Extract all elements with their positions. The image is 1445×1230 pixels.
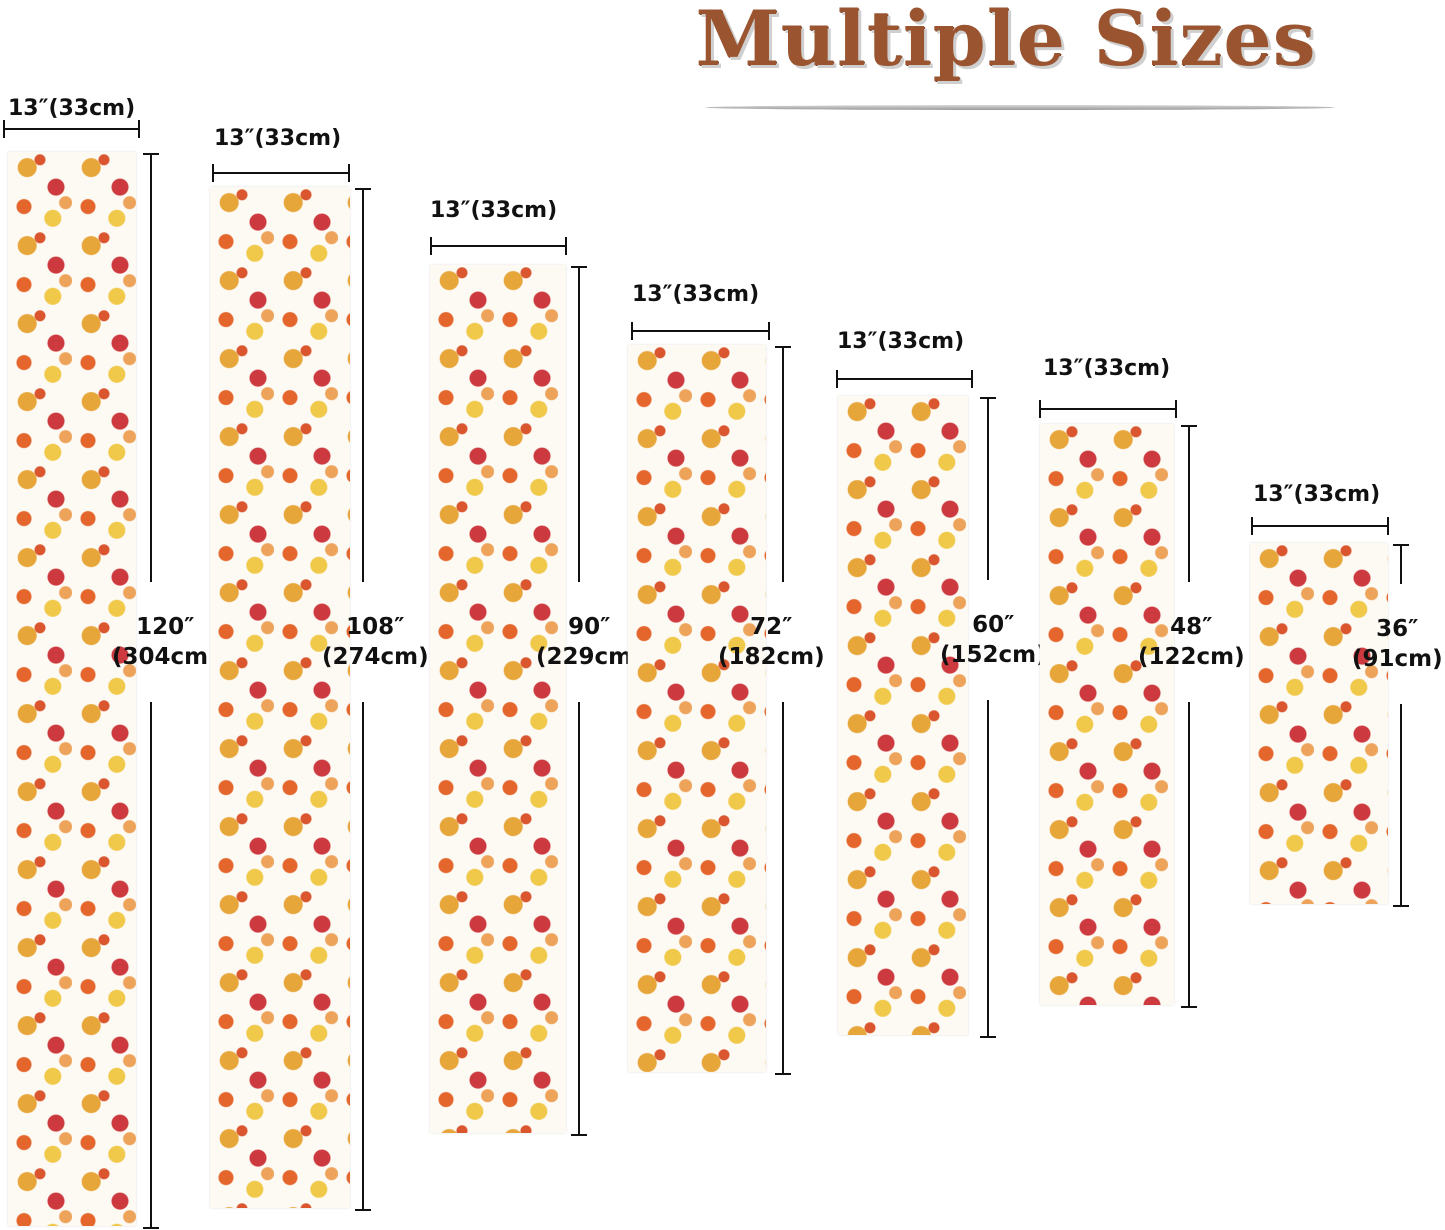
length-line-cap	[571, 1134, 587, 1136]
length-line-cap	[1393, 544, 1409, 546]
width-dimension-line	[3, 120, 140, 138]
length-line-cap	[1181, 425, 1197, 427]
length-line-cap	[355, 188, 371, 190]
length-cm: (152cm)	[940, 642, 1047, 668]
length-label: 72″ (182cm)	[718, 612, 825, 672]
width-dimension-line	[836, 370, 973, 388]
table-runner-image	[8, 152, 136, 1226]
page-title: Multiple Sizes	[695, 0, 1317, 83]
length-line-cap	[775, 346, 791, 348]
length-line-cap	[1181, 1006, 1197, 1008]
length-inches: 108″	[346, 614, 405, 640]
length-dimension-line	[1400, 544, 1402, 584]
width-label: 13″(33cm)	[214, 126, 342, 151]
length-inches: 72″	[750, 614, 793, 640]
width-label: 13″(33cm)	[430, 198, 558, 223]
width-dimension-line	[212, 164, 350, 182]
length-cm: (122cm)	[1138, 644, 1245, 670]
length-dimension-line	[578, 266, 580, 582]
length-dimension-line	[362, 188, 364, 582]
table-runner-image	[1040, 424, 1174, 1005]
length-label: 60″ (152cm)	[940, 610, 1047, 670]
length-line-cap	[355, 1209, 371, 1211]
length-dimension-line	[782, 346, 784, 582]
length-dimension-line	[362, 702, 364, 1209]
length-dimension-line	[1188, 425, 1190, 582]
length-line-cap	[143, 1227, 159, 1229]
length-dimension-line	[1400, 704, 1402, 905]
length-inches: 48″	[1170, 614, 1213, 640]
length-cm: (304cm)	[112, 644, 219, 670]
length-dimension-line	[782, 702, 784, 1073]
width-dimension-line	[1039, 400, 1177, 418]
length-inches: 120″	[136, 614, 195, 640]
table-runner-image	[838, 396, 968, 1035]
width-label: 13″(33cm)	[837, 329, 965, 354]
length-dimension-line	[1188, 702, 1190, 1006]
length-line-cap	[1393, 905, 1409, 907]
length-line-cap	[571, 266, 587, 268]
length-dimension-line	[987, 700, 989, 1036]
table-runner-image	[628, 345, 766, 1072]
length-line-cap	[980, 397, 996, 399]
table-runner-image	[430, 265, 566, 1133]
length-cm: (274cm)	[322, 644, 429, 670]
width-label: 13″(33cm)	[1253, 482, 1381, 507]
length-cm: (91cm)	[1352, 646, 1443, 672]
length-inches: 90″	[568, 614, 611, 640]
title-underline	[705, 105, 1335, 110]
table-runner-image	[210, 187, 350, 1208]
length-line-cap	[980, 1036, 996, 1038]
length-label: 48″ (122cm)	[1138, 612, 1245, 672]
length-dimension-line	[150, 153, 152, 582]
length-dimension-line	[987, 397, 989, 580]
length-label: 108″ (274cm)	[322, 612, 429, 672]
width-dimension-line	[1251, 517, 1389, 535]
length-line-cap	[775, 1073, 791, 1075]
length-cm: (229cm)	[536, 644, 643, 670]
width-label: 13″(33cm)	[8, 96, 136, 121]
length-inches: 60″	[972, 612, 1015, 638]
width-label: 13″(33cm)	[1043, 356, 1171, 381]
width-dimension-line	[430, 237, 567, 255]
width-dimension-line	[631, 322, 770, 340]
table-runner-image	[1250, 543, 1388, 904]
length-dimension-line	[150, 702, 152, 1227]
width-label: 13″(33cm)	[632, 282, 760, 307]
length-inches: 36″	[1376, 616, 1419, 642]
length-line-cap	[143, 153, 159, 155]
length-cm: (182cm)	[718, 644, 825, 670]
length-dimension-line	[578, 702, 580, 1134]
length-label: 120″ (304cm)	[112, 612, 219, 672]
length-label: 90″ (229cm)	[536, 612, 643, 672]
length-label: 36″ (91cm)	[1352, 614, 1443, 674]
